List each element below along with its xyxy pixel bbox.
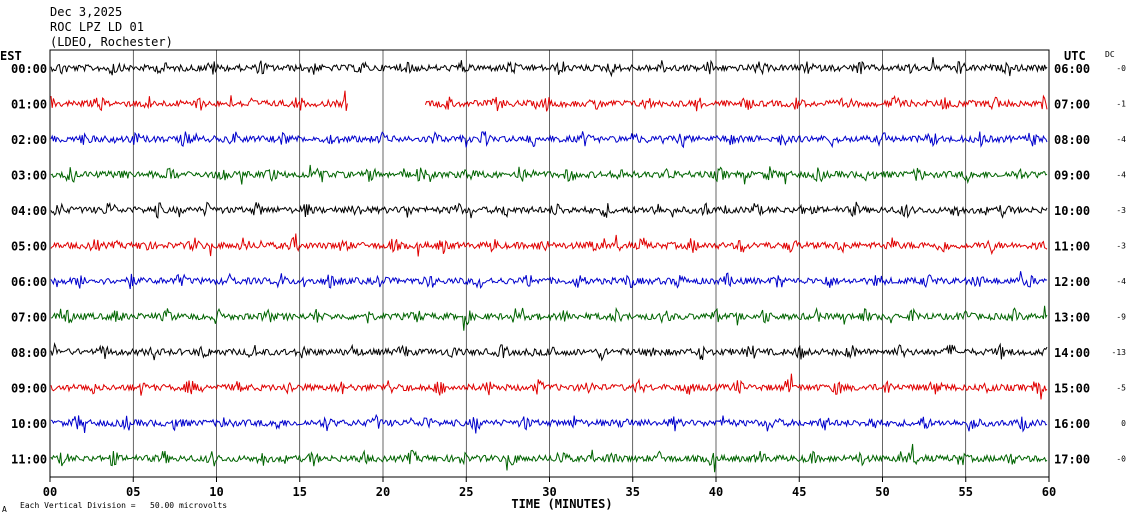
trace-row-1000 (50, 413, 1048, 434)
x-tick-label: 15 (293, 485, 307, 499)
x-tick-label: 25 (459, 485, 473, 499)
x-tick-label: 05 (126, 485, 140, 499)
utc-hour-label: 06:00 (1054, 62, 1090, 76)
dc-offset-label: -13 (1112, 348, 1127, 357)
dc-offset-label: -4 (1116, 135, 1126, 144)
x-tick-label: 50 (875, 485, 889, 499)
x-axis-ticks: 00 05 10 15 20 25 30 35 40 45 50 55 60 (43, 477, 1056, 499)
est-hour-label: 01:00 (11, 98, 47, 112)
x-tick-label: 20 (376, 485, 390, 499)
trace-row-0700 (50, 305, 1048, 331)
trace-row-1100 (50, 443, 1048, 473)
trace-row-0500 (50, 233, 1048, 257)
dc-offset-label: 0 (1121, 419, 1126, 428)
est-hour-label: 00:00 (11, 62, 47, 76)
utc-hour-label: 11:00 (1054, 240, 1090, 254)
trace-row-0300 (50, 164, 1048, 185)
dc-offset-label: -9 (1116, 313, 1126, 322)
x-tick-label: 10 (209, 485, 223, 499)
x-tick-label: 30 (542, 485, 556, 499)
dc-offset-label: -0 (1116, 455, 1126, 464)
seismic-traces (50, 57, 1048, 473)
trace-row-0800 (50, 342, 1048, 362)
utc-hour-label: 17:00 (1054, 453, 1090, 467)
dc-offset-label: -4 (1116, 277, 1126, 286)
est-hour-label: 05:00 (11, 240, 47, 254)
x-tick-label: 35 (626, 485, 640, 499)
est-hour-label: 08:00 (11, 346, 47, 360)
utc-hour-label: 15:00 (1054, 382, 1090, 396)
utc-hour-label: 07:00 (1054, 98, 1090, 112)
trace-row-0400 (50, 201, 1048, 219)
utc-hour-label: 13:00 (1054, 311, 1090, 325)
scale-note: Each Vertical Division = 50.00 microvolt… (20, 501, 227, 510)
utc-hour-label: 16:00 (1054, 417, 1090, 431)
dc-offset-label: -0 (1116, 64, 1126, 73)
station-title: ROC LPZ LD 01 (50, 20, 144, 34)
x-tick-label: 55 (959, 485, 973, 499)
chart-grid (49, 49, 1050, 478)
x-tick-label: 40 (709, 485, 723, 499)
est-hour-label: 07:00 (11, 311, 47, 325)
utc-axis-label: UTC (1064, 49, 1086, 63)
dc-offset-label: -4 (1116, 171, 1126, 180)
utc-hour-label: 10:00 (1054, 204, 1090, 218)
corner-mark: A (2, 505, 7, 514)
trace-row-0000 (50, 57, 1048, 78)
x-tick-label: 60 (1042, 485, 1056, 499)
est-hour-label: 09:00 (11, 382, 47, 396)
trace-row-0100 (50, 90, 1048, 112)
est-hour-label: 11:00 (11, 453, 47, 467)
est-axis-label: EST (0, 49, 22, 63)
est-hour-label: 10:00 (11, 417, 47, 431)
network-title: (LDEO, Rochester) (50, 35, 173, 49)
x-tick-label: 00 (43, 485, 57, 499)
trace-row-0600 (50, 271, 1048, 290)
utc-hour-label: 08:00 (1054, 133, 1090, 147)
trace-row-0200 (50, 131, 1048, 149)
x-tick-label: 45 (792, 485, 806, 499)
est-hour-label: 02:00 (11, 133, 47, 147)
utc-hour-label: 12:00 (1054, 275, 1090, 289)
dc-offset-label: -1 (1116, 100, 1126, 109)
dc-offset-label: -5 (1116, 384, 1126, 393)
dc-header-label: DC (1105, 50, 1115, 59)
trace-row-0900 (50, 373, 1048, 400)
row-labels: 00:00 06:00 -0 01:00 07:00 -1 02:00 08:00 -4 03:0… (11, 62, 1126, 467)
dc-offset-label: -3 (1116, 206, 1126, 215)
x-axis-label: TIME (MINUTES) (511, 497, 612, 511)
est-hour-label: 06:00 (11, 275, 47, 289)
dc-offset-label: -3 (1116, 242, 1126, 251)
est-hour-label: 03:00 (11, 169, 47, 183)
utc-hour-label: 14:00 (1054, 346, 1090, 360)
est-hour-label: 04:00 (11, 204, 47, 218)
utc-hour-label: 09:00 (1054, 169, 1090, 183)
date-title: Dec 3,2025 (50, 5, 122, 19)
